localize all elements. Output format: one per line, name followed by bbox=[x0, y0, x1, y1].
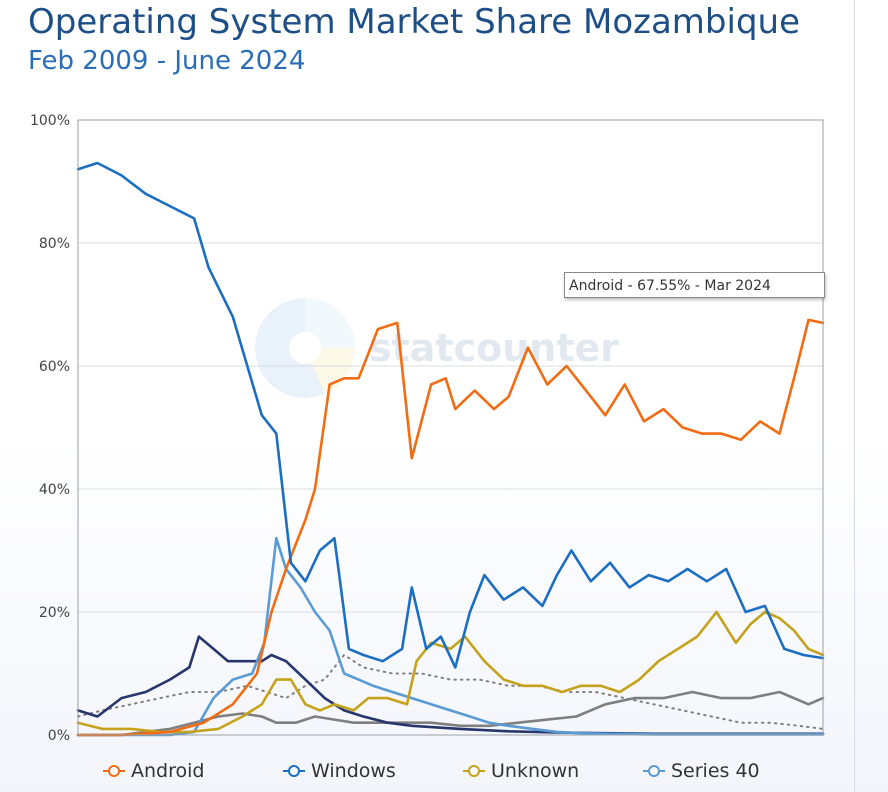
chart-grid bbox=[78, 119, 823, 736]
legend-label: Series 40 bbox=[671, 760, 760, 782]
y-tick-label: 60% bbox=[39, 359, 70, 375]
legend-marker-icon bbox=[283, 765, 305, 777]
legend-item-series-40[interactable]: Series 40 bbox=[643, 760, 760, 782]
y-axis-ticks: 0% 20% 40% 60% 80% 100% bbox=[30, 113, 70, 744]
y-tick-label: 40% bbox=[39, 482, 70, 498]
chart-legend: Android Windows Unknown Series 40 bbox=[0, 760, 888, 790]
statcounter-logo-icon bbox=[255, 298, 356, 398]
legend-label: Android bbox=[131, 760, 205, 782]
legend-label: Unknown bbox=[491, 760, 580, 782]
chart-subtitle: Feb 2009 - June 2024 bbox=[28, 46, 306, 76]
series-line-series-40[interactable] bbox=[76, 536, 825, 737]
series-line-dotted[interactable] bbox=[77, 654, 824, 730]
hover-tooltip: Android - 67.55% - Mar 2024 bbox=[564, 272, 825, 298]
legend-item-unknown[interactable]: Unknown bbox=[463, 760, 579, 782]
series-line-unknown[interactable] bbox=[76, 610, 825, 734]
y-tick-label: 80% bbox=[39, 236, 70, 252]
y-tick-label: 100% bbox=[30, 113, 70, 129]
legend-marker-icon bbox=[643, 765, 665, 777]
watermark-text: statcounter bbox=[369, 326, 620, 370]
y-tick-label: 20% bbox=[39, 605, 70, 621]
series-line-dark-blue[interactable] bbox=[76, 635, 825, 736]
series-line-windows[interactable] bbox=[76, 161, 825, 669]
right-divider bbox=[854, 0, 855, 792]
chart-title: Operating System Market Share Mozambique bbox=[28, 2, 801, 42]
series-line-android[interactable] bbox=[76, 318, 825, 737]
chart-series bbox=[76, 161, 825, 737]
plot-frame bbox=[77, 119, 824, 736]
legend-item-windows[interactable]: Windows bbox=[283, 760, 396, 782]
legend-marker-icon bbox=[103, 765, 125, 777]
legend-item-android[interactable]: Android bbox=[103, 760, 204, 782]
legend-marker-icon bbox=[463, 765, 485, 777]
statcounter-watermark: statcounter bbox=[255, 296, 619, 406]
legend-label: Windows bbox=[311, 760, 396, 782]
y-tick-label: 0% bbox=[48, 728, 70, 744]
